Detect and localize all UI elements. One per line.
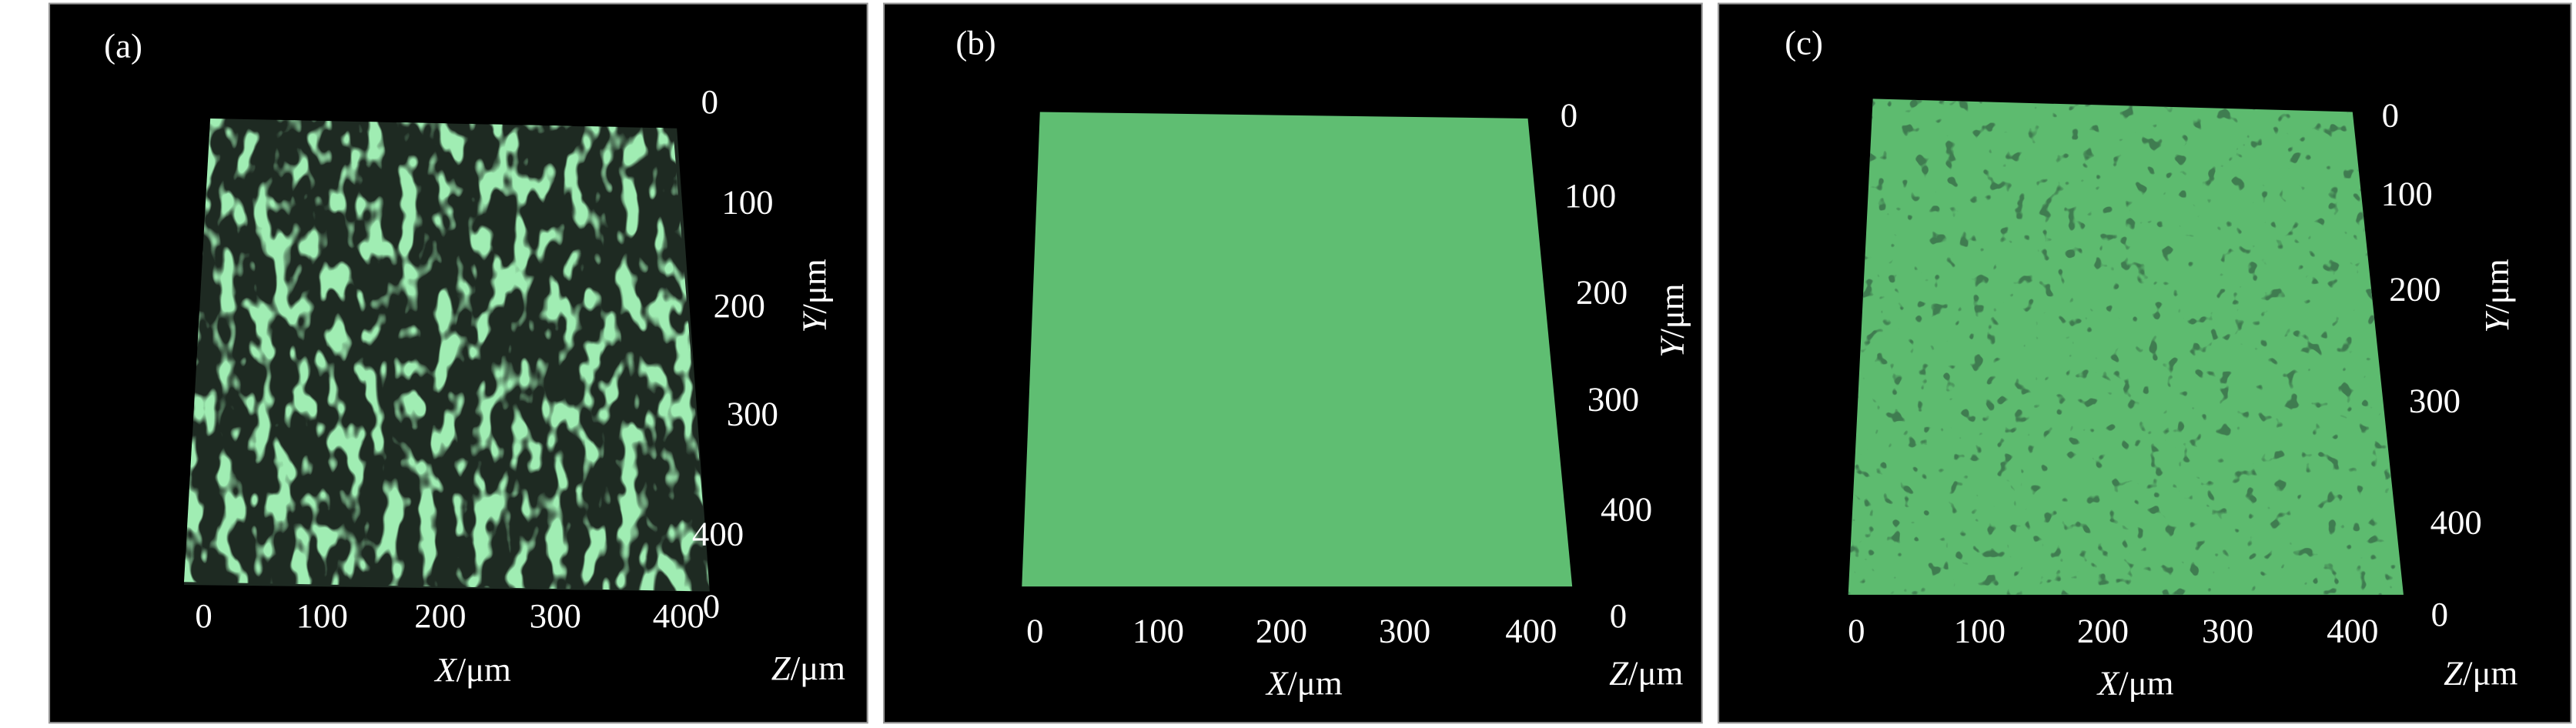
fluorescence-speckle xyxy=(184,119,710,592)
panel-label: (a) xyxy=(104,27,142,65)
y-tick-label: 300 xyxy=(727,395,778,433)
x-tick-label: 400 xyxy=(1505,611,1557,650)
axis-symbol: Z xyxy=(771,649,791,687)
axis-title: Y/μm xyxy=(2477,259,2516,332)
y-tick-label: 100 xyxy=(1564,176,1616,215)
x-tick-label: 200 xyxy=(2077,611,2129,650)
x-tick-label: 0 xyxy=(1026,611,1043,650)
x-tick-label: 400 xyxy=(653,596,704,635)
x-tick-label: 300 xyxy=(1379,611,1430,650)
axis-symbol: Y xyxy=(2477,311,2516,333)
axis-symbol: Y xyxy=(795,311,834,333)
axis-symbol: X xyxy=(2096,664,2120,703)
x-tick-label: 300 xyxy=(530,596,581,635)
axis-unit: /μm xyxy=(457,651,511,690)
axis-title: Z/μm xyxy=(771,649,845,687)
axis-unit: /μm xyxy=(2463,654,2517,693)
y-tick-label: 200 xyxy=(2389,269,2441,308)
axis-unit: /μm xyxy=(2477,259,2516,313)
y-tick-label: 0 xyxy=(1561,95,1577,134)
x-tick-label: 100 xyxy=(1954,611,2006,650)
y-tick-label: 200 xyxy=(714,286,765,325)
y-tick-label: 0 xyxy=(701,82,718,121)
z-tick-label: 0 xyxy=(703,586,720,625)
axis-symbol: X xyxy=(1265,664,1289,703)
y-tick-label: 300 xyxy=(2409,382,2461,420)
y-tick-label: 100 xyxy=(721,182,773,221)
axis-title: Y/μm xyxy=(795,259,834,332)
panel-label: (c) xyxy=(1785,23,1823,62)
axis-title: X/μm xyxy=(2096,664,2174,703)
y-tick-label: 400 xyxy=(1601,489,1652,528)
axis-title: X/μm xyxy=(1265,664,1343,703)
panel-label: (b) xyxy=(955,23,995,62)
axis-unit: /μm xyxy=(1287,664,1342,703)
x-tick-label: 100 xyxy=(1132,611,1184,650)
dark-spots xyxy=(1848,99,2404,595)
axis-unit: /μm xyxy=(1653,283,1691,338)
axis-symbol: Z xyxy=(1609,654,1629,693)
y-tick-label: 400 xyxy=(2430,503,2482,541)
x-tick-label: 300 xyxy=(2202,611,2253,650)
axis-title: Z/μm xyxy=(2444,654,2517,693)
z-tick-label: 0 xyxy=(1610,596,1627,635)
axis-unit: /μm xyxy=(791,649,845,687)
axis-unit: /μm xyxy=(2119,664,2173,703)
axis-title: X/μm xyxy=(433,651,511,690)
sample-image xyxy=(184,119,710,592)
x-tick-label: 200 xyxy=(414,596,466,635)
x-tick-label: 400 xyxy=(2327,611,2378,650)
y-tick-label: 200 xyxy=(1576,273,1628,312)
axis-unit: /μm xyxy=(1628,654,1683,693)
axis-title: Y/μm xyxy=(1653,283,1691,357)
x-tick-label: 200 xyxy=(1256,611,1307,650)
axis-unit: /μm xyxy=(795,259,834,313)
axis-title: Z/μm xyxy=(1609,654,1683,693)
axis-symbol: Z xyxy=(2444,654,2464,693)
y-tick-label: 400 xyxy=(692,514,744,553)
axis-symbol: Y xyxy=(1653,336,1691,358)
y-tick-label: 300 xyxy=(1587,379,1639,418)
x-tick-label: 0 xyxy=(1848,611,1865,650)
x-tick-label: 0 xyxy=(195,596,212,635)
x-tick-label: 100 xyxy=(296,596,348,635)
y-tick-label: 0 xyxy=(2382,95,2399,134)
y-tick-label: 100 xyxy=(2381,175,2433,213)
axis-symbol: X xyxy=(433,651,457,690)
z-tick-label: 0 xyxy=(2431,595,2448,633)
sample-image xyxy=(1022,112,1573,587)
